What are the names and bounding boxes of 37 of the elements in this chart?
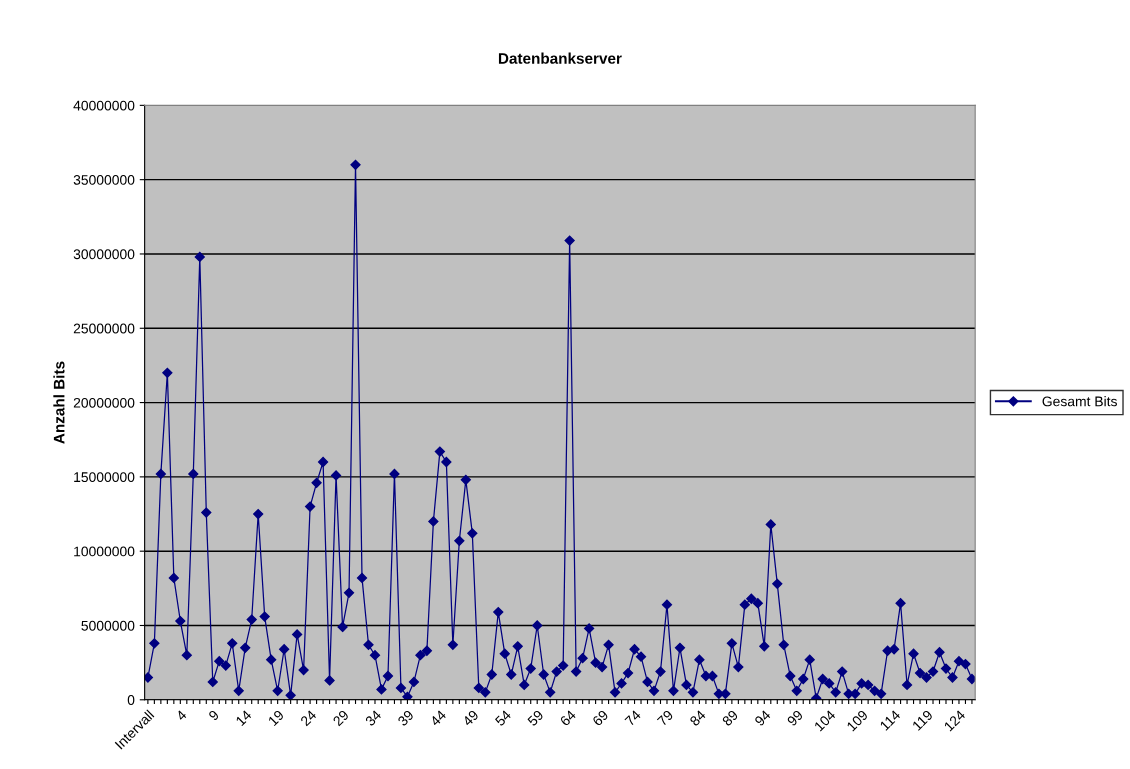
x-tick-label: 44 [429, 709, 447, 727]
y-tick-label: 0 [127, 695, 135, 705]
x-tick-label: 64 [559, 709, 577, 727]
y-tick-label: 25000000 [73, 323, 135, 334]
x-tick-label: 59 [526, 709, 544, 727]
x-tick-label: 9 [208, 709, 220, 722]
x-tick-label: 124 [943, 709, 966, 732]
x-tick-label: 104 [813, 709, 837, 732]
y-tick-label: 5000000 [81, 620, 135, 631]
x-tick-label: 109 [846, 709, 869, 732]
y-tick-label: 40000000 [73, 100, 135, 111]
legend-label: Gesamt Bits [1042, 396, 1117, 407]
x-tick-label: 4 [175, 709, 188, 722]
x-tick-label: 24 [299, 709, 317, 727]
x-tick-label: 119 [911, 709, 934, 731]
x-tick-label: 49 [461, 709, 480, 727]
x-tick-label: 74 [624, 709, 642, 727]
y-tick-label: 30000000 [73, 249, 135, 260]
x-tick-label: 84 [689, 709, 707, 727]
x-tick-label: 69 [591, 709, 609, 727]
x-tick-label: 39 [397, 709, 415, 727]
x-tick-label: 54 [494, 709, 512, 727]
x-tick-label: 79 [656, 709, 674, 727]
x-tick-label: 89 [721, 709, 739, 727]
x-tick-label: 34 [364, 709, 382, 727]
y-tick-label: 10000000 [74, 546, 135, 557]
x-tick-label: 14 [235, 709, 253, 727]
x-tick-label: 29 [332, 709, 350, 727]
y-tick-label: 15000000 [74, 472, 135, 483]
y-tick-label: 20000000 [73, 397, 135, 408]
x-tick-label: 99 [786, 709, 804, 727]
y-tick-label: 35000000 [73, 174, 135, 185]
y-axis-title: Anzahl Bits [53, 361, 65, 444]
x-tick-label: 94 [754, 709, 772, 727]
chart-title: Datenbankserver [498, 52, 622, 64]
x-tick-label: 114 [879, 709, 901, 731]
x-tick-label: 19 [267, 709, 285, 727]
